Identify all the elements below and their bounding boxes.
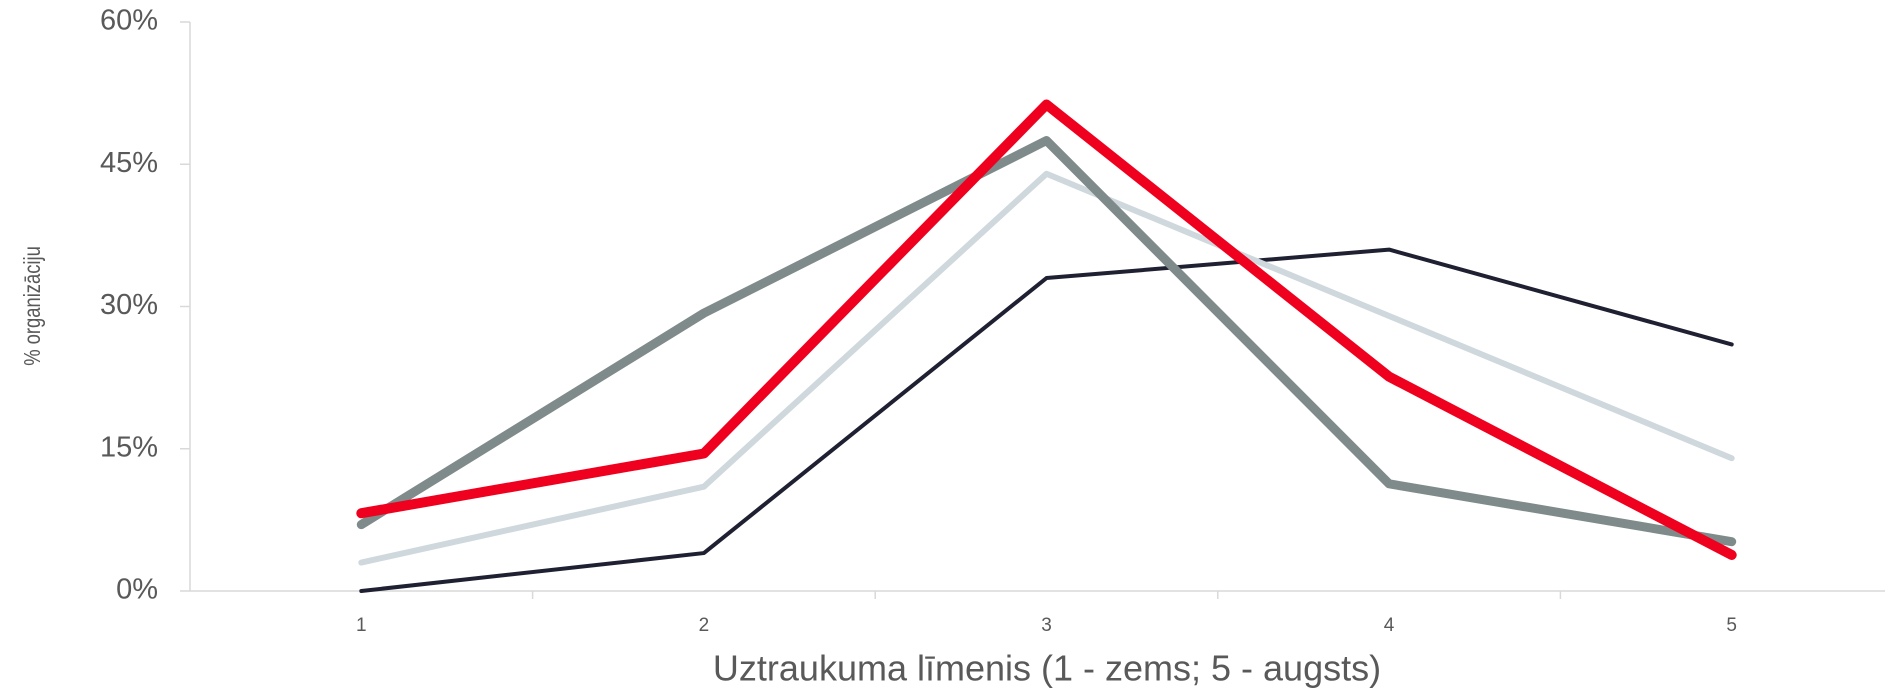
y-tick-label: 0% [116,574,158,606]
series-line [356,99,1737,560]
x-tick-label: 2 [699,615,710,636]
y-tick-label: 60% [100,5,158,37]
y-tick-label: 30% [100,289,158,321]
y-tick-label: 15% [100,431,158,463]
x-tick-label: 1 [356,615,367,636]
series-line [359,247,1734,593]
series-line [358,170,1735,566]
series-line [356,136,1737,547]
x-tick-label: 4 [1384,615,1395,636]
y-tick-label: 45% [100,147,158,179]
x-tick-label: 5 [1726,615,1737,636]
x-tick-label: 3 [1041,615,1052,636]
y-axis-label: % organizāciju [20,246,45,366]
x-axis-label: Uztraukuma līmenis (1 - zems; 5 - augsts… [713,648,1381,689]
